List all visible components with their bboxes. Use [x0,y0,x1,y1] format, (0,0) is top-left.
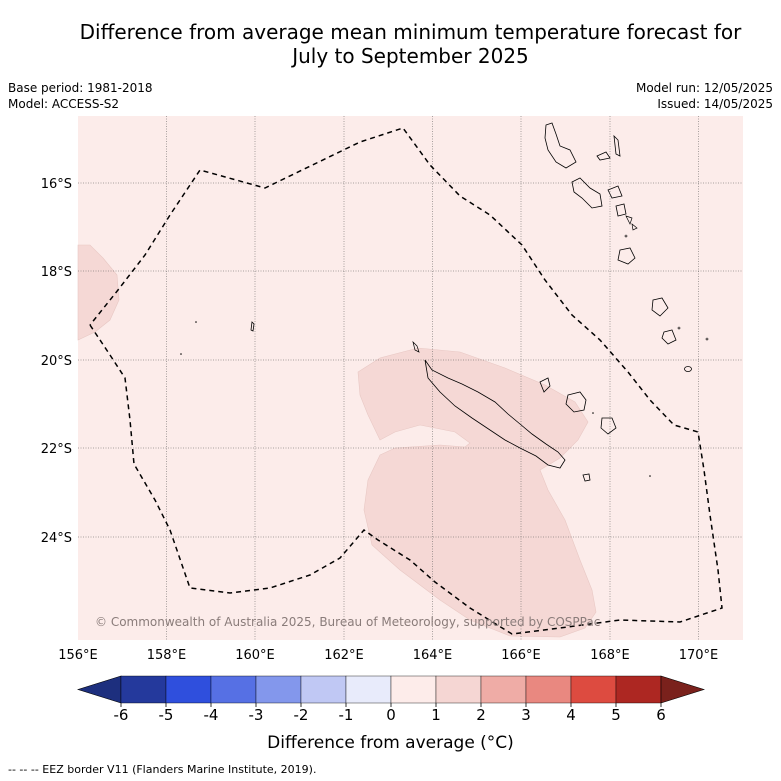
colorbar-tick-label: 6 [656,706,666,724]
title-line-1: Difference from average mean minimum tem… [79,20,742,44]
colorbar-tick-label: -1 [339,706,354,724]
colorbar-tick-label: 3 [521,706,531,724]
colorbar-tick-label: -6 [114,706,129,724]
anomaly-region-central [357,347,597,638]
title-line-2: July to September 2025 [292,44,529,68]
colorbar-tick-label: 2 [476,706,486,724]
erromango-island [651,297,669,317]
colorbar-extend-high [660,675,706,704]
colorbar-label: Difference from average (°C) [267,733,514,753]
maewo-island [613,134,621,157]
colorbar-segment [435,675,482,704]
aneityum-island [705,337,709,341]
small-islet [649,475,651,477]
longitude-labels: 156°E 158°E 160°E 162°E 164°E 166°E 168°E 170°E [58,648,718,663]
ambae-island [596,151,611,161]
espiritu-santo-island [544,122,577,169]
small-islet [677,326,681,330]
copyright-text: © Commonwealth of Australia 2025, Bureau… [95,615,600,629]
colorbar-segment [525,675,572,704]
small-islet [624,234,628,238]
small-island [684,366,692,372]
base-period: Base period: 1981-2018 [8,81,153,95]
chesterfield-islet [180,353,182,355]
colorbar-tick-label: -5 [159,706,174,724]
longitude-tick-label: 170°E [679,648,719,663]
colorbar: -6 -5 -4 -3 -2 -1 0 1 2 3 4 5 6 [76,675,706,724]
longitude-tick-label: 156°E [58,648,98,663]
meta-left: Base period: 1981-2018 Model: ACCESS-S2 [8,80,153,112]
longitude-tick-label: 164°E [413,648,453,663]
colorbar-segment [165,675,212,704]
epi-island [615,203,627,217]
lifou-island [565,391,587,413]
longitude-tick-label: 160°E [235,648,275,663]
shepherd-islands [625,215,633,225]
latitude-labels: 16°S 18°S 20°S 22°S 24°S [41,177,72,546]
pentecost-ambrym-island [607,185,623,199]
small-island [631,223,638,231]
colorbar-tick-label: 5 [611,706,621,724]
colorbar-segment [300,675,347,704]
chesterfield-islet [195,321,197,323]
ouvea-island [539,377,551,393]
ile-des-pins [582,473,591,482]
new-caledonia-coastline [424,359,566,469]
colorbar-extend-low [76,675,122,704]
latitude-tick-label: 24°S [41,531,72,546]
chesterfield-reef [250,321,255,332]
meta-right: Model run: 12/05/2025 Issued: 14/05/2025 [636,80,773,112]
colorbar-segment [255,675,302,704]
model-run: Model run: 12/05/2025 [635,81,773,95]
malekula-island [571,177,603,209]
latitude-tick-label: 16°S [41,177,72,192]
colorbar-segment [480,675,527,704]
latitude-tick-label: 22°S [41,442,72,457]
colorbar-tick-label: -4 [204,706,219,724]
mare-island [600,417,617,435]
chart-title: Difference from average mean minimum tem… [40,20,781,68]
colorbar-tick-label: 1 [431,706,441,724]
model-name: Model: ACCESS-S2 [8,97,120,111]
longitude-tick-label: 166°E [501,648,541,663]
colorbar-tick-label: -2 [294,706,309,724]
colorbar-segment [390,675,437,704]
colorbar-segment [570,675,617,704]
colorbar-segment [210,675,257,704]
colorbar-tick-label: -3 [249,706,264,724]
anomaly-region-west [77,244,120,341]
issued-date: Issued: 14/05/2025 [657,97,773,111]
eez-footnote: -- -- -- EEZ border V11 (Flanders Marine… [8,763,317,776]
colorbar-tick-label: 0 [386,706,396,724]
latitude-tick-label: 18°S [41,265,72,280]
graticule [78,116,743,640]
tanna-island [661,329,677,345]
small-islet [592,412,594,414]
longitude-tick-label: 168°E [590,648,630,663]
belep-islands [412,340,420,353]
colorbar-tick-label: 4 [566,706,576,724]
efate-island [617,247,636,265]
longitude-tick-label: 158°E [147,648,187,663]
colorbar-segment [615,675,662,704]
colorbar-segment [345,675,392,704]
longitude-tick-label: 162°E [324,648,364,663]
colorbar-segment [120,675,167,704]
latitude-tick-label: 20°S [41,354,72,369]
eez-border [89,127,723,635]
